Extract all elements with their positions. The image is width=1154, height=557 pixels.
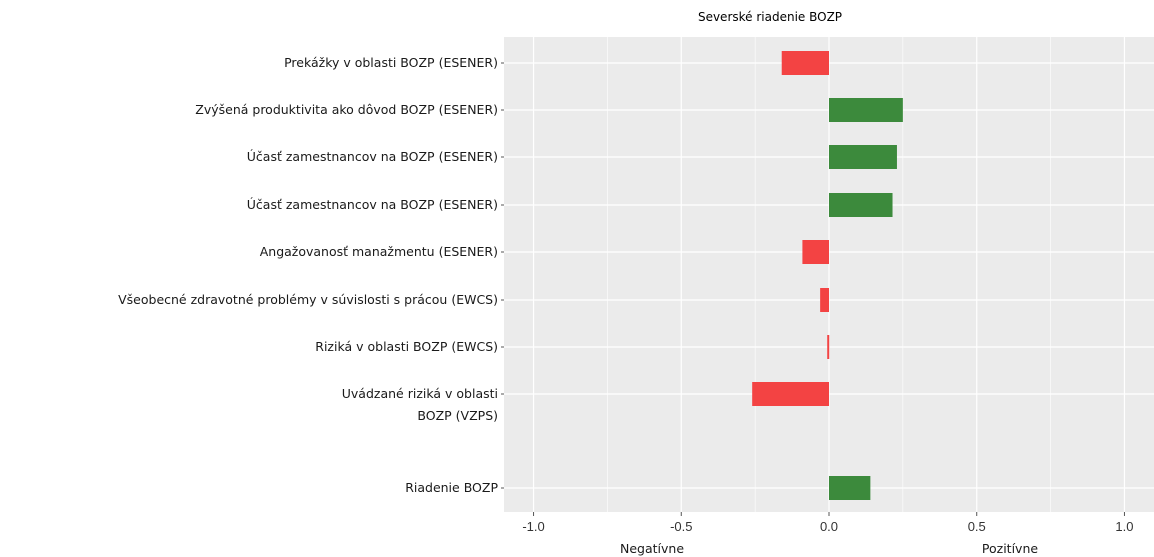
bars [752, 51, 903, 500]
x-tick-label: 0.0 [820, 519, 838, 534]
bar [827, 335, 830, 359]
category-label: Zvýšená produktivita ako dôvod BOZP (ESE… [195, 102, 498, 117]
bar [829, 476, 871, 500]
x-axis-ticks: -1.0 -0.5 0.0 0.5 1.0 [522, 512, 1133, 534]
x-tick-label: -1.0 [522, 519, 544, 534]
category-labels: Prekážky v oblasti BOZP (ESENER) Zvýšená … [118, 55, 504, 495]
category-label: Riadenie BOZP [405, 480, 498, 495]
bar [781, 51, 829, 75]
x-axis-label-positive: Pozitívne [982, 541, 1038, 556]
category-label: Účasť zamestnancov na BOZP (ESENER) [247, 149, 498, 164]
bar [820, 288, 829, 312]
bar [829, 145, 897, 169]
x-axis-label-negative: Negatívne [620, 541, 684, 556]
category-label: Všeobecné zdravotné problémy v súvislost… [118, 292, 498, 307]
x-tick-label: -0.5 [670, 519, 692, 534]
chart-title: Severské riadenie BOZP [698, 10, 842, 24]
category-label: Prekážky v oblasti BOZP (ESENER) [284, 55, 498, 70]
category-label: Angažovanosť manažmentu (ESENER) [260, 244, 498, 259]
category-label: Účasť zamestnancov na BOZP (ESENER) [247, 197, 498, 212]
bar [802, 240, 829, 264]
x-tick-label: 0.5 [968, 519, 986, 534]
bar [752, 382, 829, 406]
bar [829, 193, 893, 217]
x-tick-label: 1.0 [1115, 519, 1133, 534]
category-label: Riziká v oblasti BOZP (EWCS) [315, 339, 498, 354]
bar [829, 98, 903, 122]
category-label: Uvádzané riziká v oblasti BOZP (VZPS) [342, 386, 498, 423]
